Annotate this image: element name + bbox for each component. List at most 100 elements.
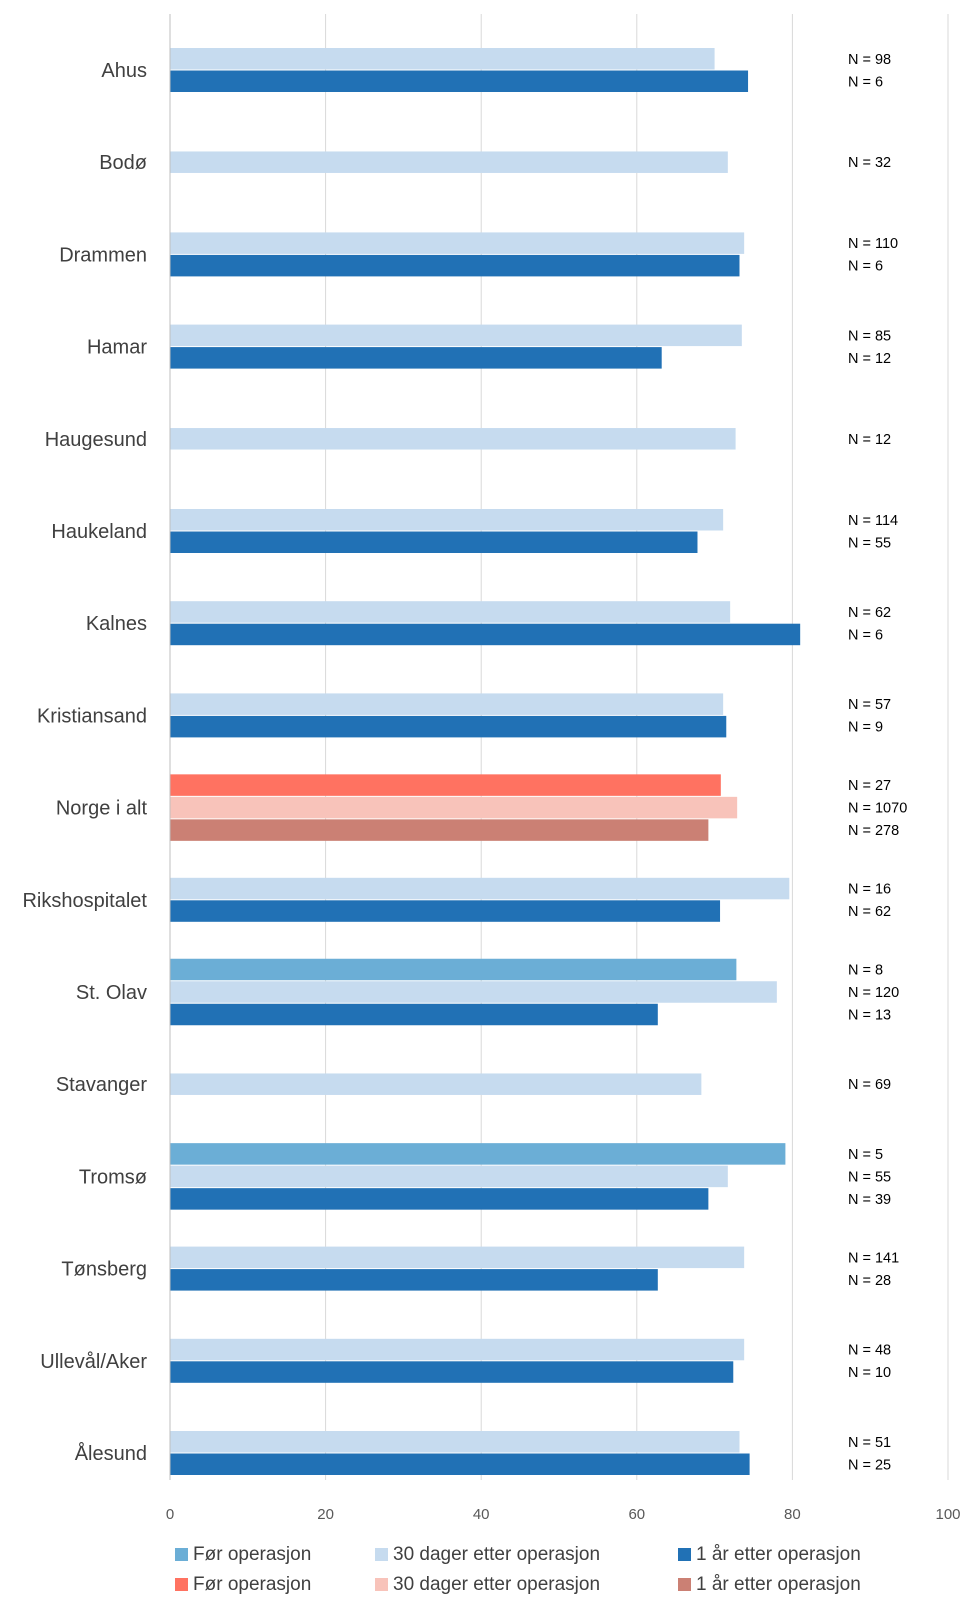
n-label: N = 55 — [848, 1169, 891, 1185]
n-label: N = 48 — [848, 1343, 891, 1359]
x-tick-label: 60 — [628, 1506, 645, 1523]
n-label: N = 55 — [848, 535, 891, 551]
bar — [170, 1165, 728, 1188]
category-label: Norge i alt — [56, 798, 148, 820]
category-label: Tromsø — [79, 1166, 147, 1188]
n-label: N = 10 — [848, 1365, 891, 1381]
bar — [170, 715, 727, 738]
n-label: N = 9 — [848, 720, 883, 736]
bar — [170, 48, 715, 70]
bar — [170, 232, 745, 254]
bar — [170, 151, 728, 173]
bar — [170, 623, 801, 646]
bar — [170, 1453, 750, 1475]
category-label: Kristiansand — [37, 705, 147, 727]
n-label: N = 141 — [848, 1250, 899, 1266]
legend-label: Før operasjon — [193, 1544, 311, 1565]
legend: Før operasjon 30 dager etter operasjon 1 å… — [175, 1544, 861, 1595]
n-label: N = 5 — [848, 1147, 883, 1163]
n-labels: N = 98 N = 6 N = 32 N = 110 N = 6 N = 85 N = 1… — [848, 52, 907, 1474]
n-label: N = 8 — [848, 963, 883, 979]
legend-swatch — [375, 1578, 388, 1591]
x-tick-label: 40 — [473, 1506, 490, 1523]
n-label: N = 25 — [848, 1457, 891, 1473]
category-label: Tønsberg — [61, 1259, 147, 1281]
category-label: Haugesund — [45, 429, 147, 451]
bar — [170, 958, 737, 981]
n-label: N = 6 — [848, 259, 883, 275]
category-label: Rikshospitalet — [22, 890, 147, 912]
n-label: N = 1070 — [848, 801, 907, 817]
n-label: N = 98 — [848, 52, 891, 68]
bar — [170, 1431, 740, 1453]
category-label: St. Olav — [76, 982, 147, 1004]
n-label: N = 6 — [848, 74, 883, 90]
category-label: Drammen — [59, 244, 147, 266]
n-label: N = 57 — [848, 697, 891, 713]
bar — [170, 1143, 786, 1165]
legend-label: 30 dager etter operasjon — [393, 1574, 600, 1595]
legend-swatch — [678, 1548, 691, 1561]
category-label: Haukeland — [51, 521, 147, 543]
n-label: N = 27 — [848, 778, 891, 794]
category-label: Ahus — [101, 60, 147, 82]
bar — [170, 70, 749, 92]
legend-swatch — [175, 1578, 188, 1591]
legend-label: 1 år etter operasjon — [696, 1544, 861, 1565]
category-label: Bodø — [99, 152, 147, 174]
bar — [170, 428, 736, 450]
n-label: N = 32 — [848, 155, 891, 171]
n-label: N = 62 — [848, 605, 891, 621]
bar — [170, 796, 738, 819]
category-label: Stavanger — [56, 1074, 148, 1096]
legend-label: 30 dager etter operasjon — [393, 1544, 600, 1565]
bar — [170, 693, 724, 715]
bars — [170, 48, 801, 1475]
bar — [170, 254, 740, 277]
legend-swatch — [678, 1578, 691, 1591]
n-label: N = 114 — [848, 513, 898, 529]
legend-swatch — [175, 1548, 188, 1561]
category-label: Ålesund — [75, 1442, 147, 1465]
bar — [170, 531, 698, 553]
bar — [170, 1361, 734, 1383]
n-label: N = 110 — [848, 236, 898, 252]
bar — [170, 324, 742, 347]
bar — [170, 981, 777, 1003]
bar — [170, 347, 662, 369]
n-label: N = 12 — [848, 432, 891, 448]
x-tick-label: 100 — [935, 1506, 960, 1523]
bar — [170, 1003, 658, 1026]
n-label: N = 39 — [848, 1192, 891, 1208]
category-label: Ullevål/Aker — [40, 1351, 147, 1373]
n-label: N = 16 — [848, 882, 891, 898]
bar — [170, 774, 721, 796]
legend-label: Før operasjon — [193, 1574, 311, 1595]
n-label: N = 278 — [848, 823, 899, 839]
bar — [170, 601, 731, 623]
bar — [170, 1338, 745, 1361]
n-label: N = 120 — [848, 985, 899, 1001]
category-labels: Ahus Bodø Drammen Hamar Haugesund Haukeland Ka… — [22, 60, 147, 1465]
legend-swatch — [375, 1548, 388, 1561]
x-tick-label: 20 — [317, 1506, 334, 1523]
x-tick-labels: 0 20 40 60 80 100 — [166, 1506, 961, 1523]
x-tick-label: 80 — [784, 1506, 801, 1523]
n-label: N = 62 — [848, 904, 891, 920]
n-label: N = 28 — [848, 1273, 891, 1289]
n-label: N = 51 — [848, 1435, 891, 1451]
bar — [170, 509, 724, 531]
n-label: N = 13 — [848, 1008, 891, 1024]
bar — [170, 877, 790, 900]
bar — [170, 1073, 702, 1095]
bar — [170, 819, 709, 841]
x-tick-label: 0 — [166, 1506, 174, 1523]
bar — [170, 1246, 745, 1269]
n-label: N = 6 — [848, 627, 883, 643]
category-label: Kalnes — [86, 613, 147, 635]
bar — [170, 1188, 709, 1210]
category-label: Hamar — [87, 337, 147, 359]
n-label: N = 69 — [848, 1077, 891, 1093]
bar — [170, 900, 721, 922]
